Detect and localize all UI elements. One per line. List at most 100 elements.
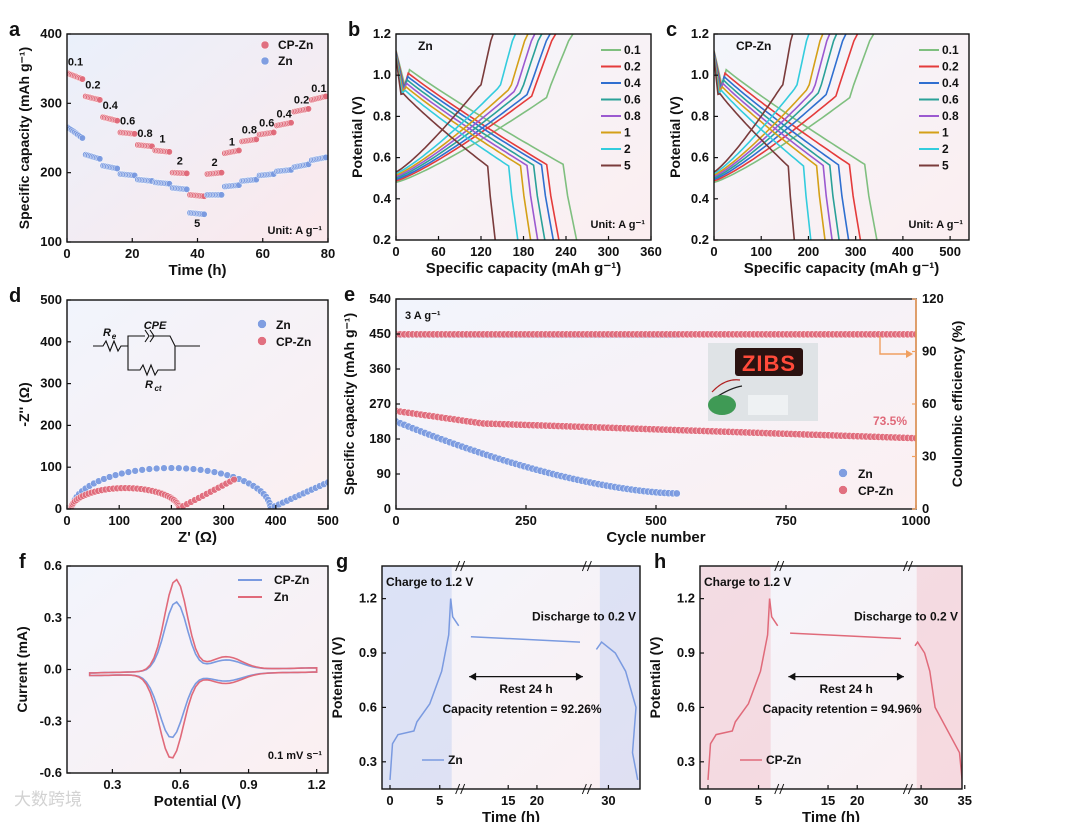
- y-tick-label: 300: [40, 95, 62, 110]
- rate-label: 0.4: [103, 100, 119, 112]
- data-point-zn: [78, 134, 86, 142]
- data-point-cp-zn: [287, 119, 295, 127]
- legend-label: 0.4: [624, 76, 641, 90]
- x-tick-label: 180: [513, 244, 535, 259]
- x-tick-label: 60: [431, 244, 445, 259]
- y-tick-label: 1.2: [373, 26, 391, 41]
- x-axis-label: Cycle number: [606, 529, 705, 546]
- x-tick-label: 300: [845, 244, 867, 259]
- x-tick-label: 250: [515, 513, 537, 528]
- y-tick-label: 1.2: [691, 26, 709, 41]
- arrowhead-left: [788, 672, 796, 681]
- rate-label: 0.8: [242, 124, 257, 136]
- rate-label: 0.8: [137, 128, 152, 140]
- curve-discharge-0.8: [714, 54, 833, 240]
- data-point-cp-zn: [131, 130, 139, 138]
- y-tick-label: 360: [369, 361, 391, 376]
- y-tick-label: 90: [377, 466, 391, 481]
- y-tick-label: 100: [40, 459, 62, 474]
- x-tick-label: 300: [213, 513, 235, 528]
- y-axis-label: Potential (V): [647, 637, 663, 719]
- x-tick-label: 500: [317, 513, 339, 528]
- y-tick-label: 0.6: [359, 699, 377, 714]
- plot-area: [382, 566, 640, 789]
- x-tick-label: 500: [645, 513, 667, 528]
- y-tick-label: 300: [40, 376, 62, 391]
- data-point-zn: [113, 165, 121, 172]
- x-tick-label: 80: [321, 246, 335, 261]
- plot-frame: [713, 33, 970, 241]
- discharge-note: Discharge to 0.2 V: [854, 609, 958, 623]
- y2-tick-label: 0: [922, 501, 929, 516]
- circuit-label-r: R: [103, 327, 111, 339]
- x-tick-label: 100: [108, 513, 130, 528]
- x-tick-label: 300: [598, 244, 620, 259]
- y-tick-label: 0.3: [359, 754, 377, 769]
- arrowhead-right: [896, 672, 904, 681]
- rate-label: 0.2: [85, 79, 100, 91]
- nyquist-point-zn: [189, 465, 198, 473]
- nyquist-point-zn: [175, 464, 183, 472]
- y-tick-label: 0.6: [691, 150, 709, 165]
- y-tick-label: 0.8: [373, 108, 391, 123]
- curve-charge-2: [396, 34, 517, 175]
- rate-label: 2: [177, 156, 183, 168]
- legend-label: 0.6: [624, 93, 641, 107]
- legend-label: 1: [624, 126, 631, 140]
- y-tick-label: 0.8: [691, 108, 709, 123]
- axis-break: [902, 560, 913, 572]
- battery-case: [748, 395, 788, 415]
- panel-label: d: [9, 285, 21, 307]
- curve-discharge-2: [714, 57, 812, 240]
- panel-d: 0 100 200 300 400 500 0 100 200 300 400 500 Z' (Ω) -Z…: [9, 285, 339, 546]
- cpe-symbol: [144, 329, 155, 343]
- discharge-curve: [914, 640, 962, 780]
- y-tick-label: 0.3: [44, 610, 62, 625]
- charge-note: Charge to 1.2 V: [704, 575, 791, 589]
- current-note: 3 A g⁻¹: [405, 310, 441, 322]
- nyquist-point-zn: [138, 466, 146, 474]
- y-tick-label: 540: [369, 291, 391, 306]
- glove: [708, 395, 736, 415]
- nyquist-point-zn: [111, 471, 120, 479]
- y-axis-label: -Z'' (Ω): [16, 382, 32, 426]
- x-tick-label: 400: [892, 244, 914, 259]
- legend-marker: [260, 40, 270, 50]
- ce-arrow: [879, 336, 908, 355]
- y-tick-label: 400: [40, 334, 62, 349]
- axis-break: [455, 783, 466, 795]
- y-tick-label: 0.2: [691, 232, 709, 247]
- panel-label: e: [344, 284, 355, 306]
- ce-point-cp-zn: [912, 330, 916, 339]
- rest-curve: [470, 635, 581, 643]
- legend-label: CP-Zn: [274, 573, 309, 587]
- charge-curve: [707, 598, 779, 780]
- cv-loop-zn: [88, 578, 318, 759]
- capacity-point-zn: [672, 489, 681, 498]
- panel-g: 0 5 15 20 30 0.3 0.6 0.9 1.2 Time (h) Potential (V…: [329, 551, 641, 822]
- y-tick-label: 0.6: [44, 558, 62, 573]
- y2-tick-label: 60: [922, 396, 936, 411]
- x-tick-label: 0: [704, 793, 711, 808]
- rate-label: 1: [159, 133, 165, 145]
- retention-note: Capacity retention = 92.26%: [442, 702, 601, 716]
- nyquist-point-zn: [196, 466, 205, 474]
- legend-label: 0.6: [942, 93, 959, 107]
- curve-charge-1: [396, 34, 529, 176]
- panel-label: h: [654, 551, 666, 573]
- x-tick-label: 500: [939, 244, 961, 259]
- data-point-zn: [218, 191, 225, 199]
- y-tick-label: 0.9: [359, 645, 377, 660]
- plot-background: [67, 566, 328, 773]
- panel-label: a: [9, 19, 21, 41]
- y-tick-label: 200: [40, 417, 62, 432]
- curve-discharge-5: [396, 58, 496, 240]
- legend-label: 1: [942, 126, 949, 140]
- rate-label: 0.2: [294, 95, 309, 107]
- legend-label: 2: [942, 142, 949, 156]
- rate-label: 0.6: [259, 118, 274, 130]
- plot-area: [396, 34, 578, 240]
- x-tick-label: 60: [256, 246, 270, 261]
- axis-break: [774, 783, 785, 795]
